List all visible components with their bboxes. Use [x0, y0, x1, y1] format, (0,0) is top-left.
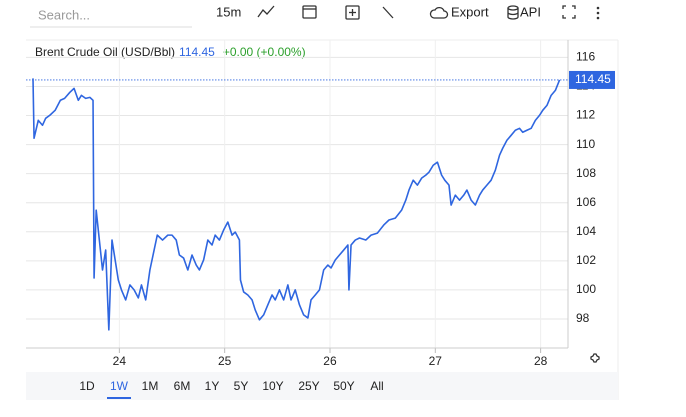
y-tick-label: 106 — [576, 195, 596, 209]
x-tick-label: 28 — [534, 354, 548, 368]
api-button[interactable]: API — [520, 4, 541, 19]
range-bar — [26, 372, 618, 400]
toolbar-icons — [257, 5, 576, 20]
range-button[interactable]: 10Y — [262, 379, 283, 393]
range-button[interactable]: All — [370, 379, 383, 393]
line-icon[interactable] — [257, 5, 275, 18]
range-button[interactable]: 50Y — [333, 379, 354, 393]
calendar-icon[interactable] — [302, 5, 317, 19]
y-tick-label: 98 — [576, 311, 590, 325]
y-tick-label: 112 — [576, 108, 595, 122]
export-button[interactable]: Export — [451, 4, 489, 19]
range-button[interactable]: 1W — [110, 379, 129, 393]
range-button[interactable]: 6M — [174, 379, 191, 393]
price-line — [32, 78, 561, 331]
range-button[interactable]: 1Y — [205, 379, 220, 393]
y-tick-label: 100 — [576, 282, 596, 296]
y-tick-label: 116 — [576, 50, 595, 64]
range-button[interactable]: 25Y — [298, 379, 319, 393]
x-tick-label: 26 — [323, 354, 337, 368]
export-icon[interactable] — [429, 6, 449, 19]
last-price-label: 114.45 — [575, 72, 611, 86]
settings-icon[interactable] — [590, 353, 600, 363]
x-tick-label: 27 — [429, 354, 443, 368]
x-tick-label: 25 — [218, 354, 232, 368]
draw-icon[interactable] — [382, 6, 394, 19]
header-change: +0.00 (+0.00%) — [223, 45, 306, 59]
range-button[interactable]: 1D — [79, 379, 95, 393]
y-tick-label: 104 — [576, 224, 596, 238]
add-icon[interactable] — [345, 5, 360, 20]
header-price: 114.45 — [179, 45, 215, 59]
y-tick-label: 102 — [576, 253, 596, 267]
search-box[interactable]: Search... — [38, 7, 90, 22]
plot: 9810010210410610811011211411624252627281… — [26, 40, 615, 368]
chart-title: Brent Crude Oil (USD/Bbl) — [35, 45, 175, 59]
x-tick-label: 24 — [113, 354, 127, 368]
interval[interactable]: 15m — [216, 4, 241, 19]
y-tick-label: 110 — [576, 137, 595, 151]
last-price-box — [569, 70, 615, 89]
y-tick-label: 108 — [576, 166, 596, 180]
range-button[interactable]: 1M — [142, 379, 159, 393]
fullscreen-icon[interactable] — [562, 5, 576, 19]
range-button[interactable]: 5Y — [234, 379, 249, 393]
